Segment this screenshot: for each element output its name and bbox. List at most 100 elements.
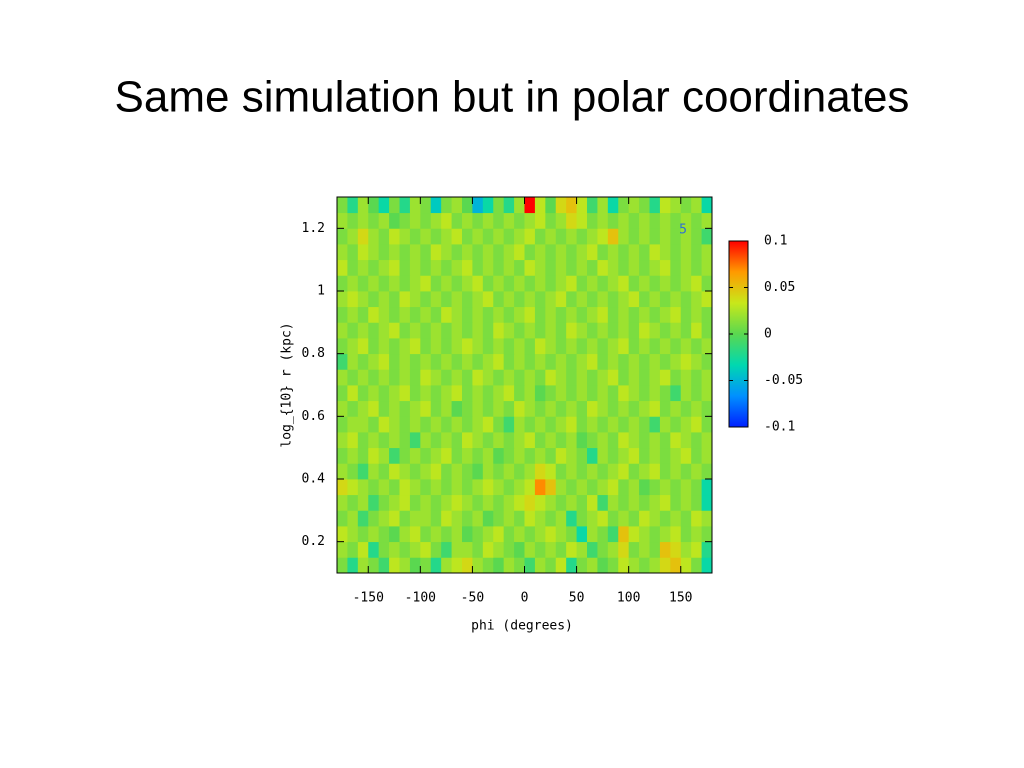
heatmap-cell [524,259,536,276]
heatmap-cell [659,432,671,449]
heatmap-cell [409,306,421,323]
heatmap-cell [670,353,682,370]
heatmap-cell [451,197,463,214]
heatmap-cell [493,416,505,433]
heatmap-cell [357,463,369,480]
heatmap-cell [503,353,515,370]
heatmap-cell [618,447,630,464]
heatmap-cell [357,510,369,527]
heatmap-cell [409,353,421,370]
heatmap-cell [639,416,650,433]
heatmap-cell [503,494,515,511]
heatmap-cell [680,369,692,386]
heatmap-cell [566,259,577,276]
heatmap-cell [691,447,702,464]
heatmap-cell [378,244,390,261]
heatmap-cell [347,557,359,574]
heatmap-cell [670,338,682,355]
colorbar-tick-label: 0.05 [764,280,795,295]
heatmap-cell [430,212,442,229]
heatmap-cell [701,541,713,558]
heatmap-cell [691,479,702,496]
heatmap-cell [534,338,546,355]
heatmap-cell [534,400,546,417]
heatmap-cell [701,432,713,449]
heatmap-cell [576,447,588,464]
heatmap-cell [659,353,671,370]
heatmap-cell [441,259,452,276]
heatmap-cell [701,244,713,261]
heatmap-cell [576,306,588,323]
heatmap-cell [462,557,473,574]
heatmap-cell [576,416,588,433]
heatmap-cell [680,557,692,574]
heatmap-cell [462,479,473,496]
heatmap-cell [441,353,452,370]
heatmap-cell [337,275,348,292]
heatmap-cell [607,212,619,229]
heatmap-cell [670,416,682,433]
heatmap-cell [514,557,525,574]
heatmap-cell [451,463,463,480]
heatmap-cell [545,228,557,245]
heatmap-cell [493,541,505,558]
heatmap-cell [420,244,432,261]
heatmap-cell [566,306,577,323]
heatmap-cell [451,353,463,370]
heatmap-cell [545,306,557,323]
heatmap-cell [430,432,442,449]
heatmap-cell [555,416,567,433]
heatmap-cell [337,400,348,417]
heatmap-cell [680,291,692,308]
heatmap-cell [587,338,598,355]
heatmap-cell [534,291,546,308]
heatmap-cell [701,369,713,386]
heatmap-cell [534,244,546,261]
heatmap-cell [576,322,588,339]
heatmap-cell [357,400,369,417]
heatmap-cell [628,244,640,261]
heatmap-cell [493,244,505,261]
heatmap-cell [337,322,348,339]
heatmap-cell [659,275,671,292]
heatmap-cell [587,541,598,558]
heatmap-cell [337,510,348,527]
heatmap-cell [691,369,702,386]
heatmap-cell [482,197,494,214]
heatmap-cell [441,494,452,511]
heatmap-cell [337,557,348,574]
heatmap-cell [347,212,359,229]
heatmap-cell [347,338,359,355]
heatmap-cell [409,494,421,511]
heatmap-cell [389,400,400,417]
heatmap-cell [420,306,432,323]
heatmap-cell [587,400,598,417]
heatmap-cell [691,400,702,417]
heatmap-cell [597,510,609,527]
heatmap-cell [409,479,421,496]
heatmap-cell [639,447,650,464]
heatmap-cell [524,479,536,496]
heatmap-cell [649,447,661,464]
heatmap-cell [587,244,598,261]
heatmap-cell [628,447,640,464]
heatmap-cell [618,291,630,308]
heatmap-cell [462,432,473,449]
heatmap-cell [670,541,682,558]
heatmap-cell [430,275,442,292]
heatmap-cell [691,526,702,543]
heatmap-cell [524,369,536,386]
heatmap-cell [597,212,609,229]
heatmap-cell [628,526,640,543]
heatmap-cell [482,557,494,574]
heatmap-cell [493,259,505,276]
heatmap-cell [670,275,682,292]
heatmap-cell [482,479,494,496]
heatmap-cell [691,541,702,558]
heatmap-cell [566,479,577,496]
heatmap-cell [389,510,400,527]
heatmap-cell [378,447,390,464]
heatmap-cell [337,338,348,355]
heatmap-cell [430,526,442,543]
heatmap-cell [451,322,463,339]
